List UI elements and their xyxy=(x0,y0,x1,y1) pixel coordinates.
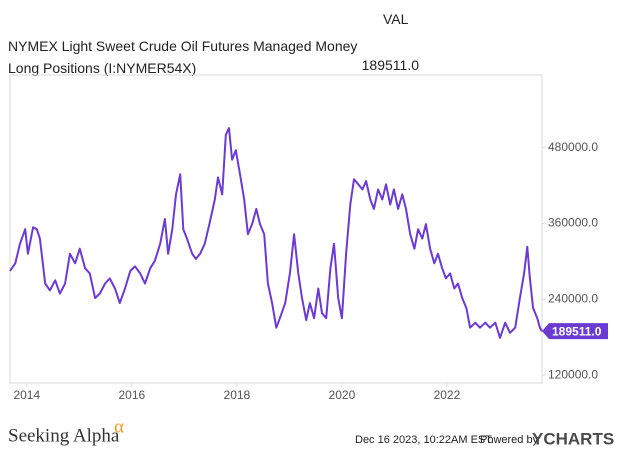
x-tick-label: 2020 xyxy=(329,388,356,402)
x-tick-label: 2022 xyxy=(434,388,461,402)
legend-entry: NYMEX Light Sweet Crude Oil Futures Mana… xyxy=(8,38,358,76)
y-tick-label: 240000.0 xyxy=(548,291,598,305)
x-tick-label: 2014 xyxy=(13,388,40,402)
y-tick-label: 120000.0 xyxy=(548,367,598,381)
powered-by: Powered by xyxy=(480,434,539,446)
latest-value: 189511.0 xyxy=(361,57,419,73)
y-tick-label: 480000.0 xyxy=(548,140,598,154)
column-header: VAL xyxy=(383,11,409,27)
plot-frame xyxy=(9,74,543,384)
timestamp: Dec 16 2023, 10:22AM EST. xyxy=(355,434,494,446)
x-tick-label: 2018 xyxy=(224,388,251,402)
latest-tag xyxy=(542,323,608,340)
source-logo: Seeking Alpha xyxy=(8,425,120,446)
brand: YCHARTS xyxy=(532,429,614,448)
x-tick-label: 2016 xyxy=(118,388,145,402)
y-tick-label: 360000.0 xyxy=(548,216,598,230)
line-series xyxy=(9,127,543,339)
source-mark: α xyxy=(114,416,124,437)
latest-tag-label: 189511.0 xyxy=(552,324,602,338)
